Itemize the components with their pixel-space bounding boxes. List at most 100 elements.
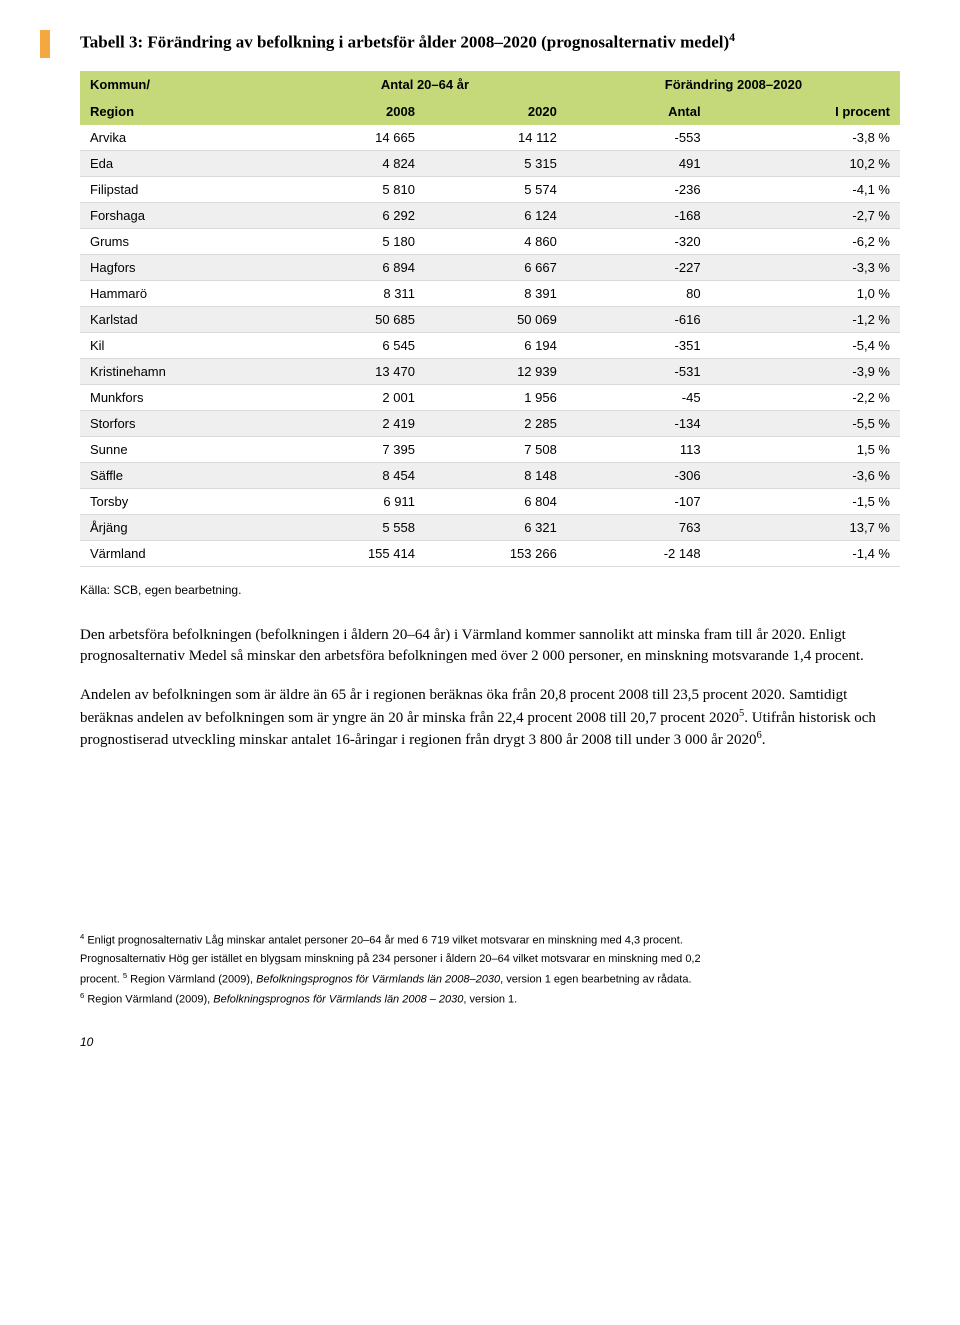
th-2020: 2020: [425, 98, 567, 125]
header-row-2: Region 2008 2020 Antal I procent: [80, 98, 900, 125]
cell-2020: 4 860: [425, 228, 567, 254]
cell-2008: 13 470: [283, 358, 425, 384]
cell-2008: 5 558: [283, 514, 425, 540]
table-row: Hagfors6 8946 667-227-3,3 %: [80, 254, 900, 280]
title-text: Tabell 3: Förändring av befolkning i arb…: [80, 33, 729, 52]
cell-region: Filipstad: [80, 176, 283, 202]
cell-antal: -320: [567, 228, 711, 254]
table-row: Grums5 1804 860-320-6,2 %: [80, 228, 900, 254]
cell-2008: 50 685: [283, 306, 425, 332]
fn5-text-b: , version 1 egen bearbetning av rådata.: [500, 973, 691, 985]
cell-2008: 7 395: [283, 436, 425, 462]
table-row: Hammarö8 3118 391801,0 %: [80, 280, 900, 306]
cell-pct: 1,5 %: [711, 436, 900, 462]
cell-antal: -45: [567, 384, 711, 410]
cell-pct: -2,2 %: [711, 384, 900, 410]
accent-bar: [40, 30, 50, 58]
th-antal-span: Antal 20–64 år: [283, 71, 567, 98]
table-row: Eda4 8245 31549110,2 %: [80, 150, 900, 176]
cell-region: Årjäng: [80, 514, 283, 540]
cell-antal: -236: [567, 176, 711, 202]
cell-2020: 14 112: [425, 125, 567, 151]
cell-pct: -2,7 %: [711, 202, 900, 228]
footnote-4-line3-and-5: procent. 5 Region Värmland (2009), Befol…: [80, 970, 900, 989]
cell-2020: 153 266: [425, 540, 567, 566]
table-row: Kristinehamn13 47012 939-531-3,9 %: [80, 358, 900, 384]
cell-region: Torsby: [80, 488, 283, 514]
cell-2008: 2 001: [283, 384, 425, 410]
cell-pct: -3,8 %: [711, 125, 900, 151]
table-row: Karlstad50 68550 069-616-1,2 %: [80, 306, 900, 332]
p2-part-a: Andelen av befolkningen som är äldre än …: [80, 687, 847, 725]
fn4-text-a: Enligt prognosalternativ Låg minskar ant…: [84, 935, 683, 947]
paragraph-1: Den arbetsföra befolkningen (befolkninge…: [80, 625, 900, 668]
cell-pct: -4,1 %: [711, 176, 900, 202]
cell-2020: 5 574: [425, 176, 567, 202]
footnote-6: 6 Region Värmland (2009), Befolkningspro…: [80, 990, 900, 1009]
cell-2008: 8 454: [283, 462, 425, 488]
table-row: Sunne7 3957 5081131,5 %: [80, 436, 900, 462]
body-text: Den arbetsföra befolkningen (befolkninge…: [80, 625, 900, 751]
cell-region: Munkfors: [80, 384, 283, 410]
cell-antal: -168: [567, 202, 711, 228]
footnote-4-line2: Prognosalternativ Hög ger istället en bl…: [80, 952, 900, 968]
cell-region: Arvika: [80, 125, 283, 151]
cell-2020: 8 391: [425, 280, 567, 306]
table-source: Källa: SCB, egen bearbetning.: [80, 583, 900, 597]
cell-2020: 5 315: [425, 150, 567, 176]
cell-2008: 6 894: [283, 254, 425, 280]
cell-2008: 5 180: [283, 228, 425, 254]
cell-2008: 6 292: [283, 202, 425, 228]
cell-2020: 1 956: [425, 384, 567, 410]
cell-pct: -1,5 %: [711, 488, 900, 514]
th-forandring-span: Förändring 2008–2020: [567, 71, 900, 98]
cell-2020: 6 804: [425, 488, 567, 514]
cell-2020: 6 667: [425, 254, 567, 280]
cell-region: Hagfors: [80, 254, 283, 280]
cell-pct: -5,4 %: [711, 332, 900, 358]
page-number: 10: [80, 1035, 900, 1049]
cell-2008: 5 810: [283, 176, 425, 202]
cell-region: Värmland: [80, 540, 283, 566]
cell-2020: 50 069: [425, 306, 567, 332]
table-row: Forshaga6 2926 124-168-2,7 %: [80, 202, 900, 228]
cell-pct: -3,9 %: [711, 358, 900, 384]
cell-2020: 6 321: [425, 514, 567, 540]
cell-region: Grums: [80, 228, 283, 254]
title-footnote-ref: 4: [729, 30, 735, 44]
cell-pct: -3,3 %: [711, 254, 900, 280]
cell-pct: -5,5 %: [711, 410, 900, 436]
table-row: Storfors2 4192 285-134-5,5 %: [80, 410, 900, 436]
population-table: Kommun/ Antal 20–64 år Förändring 2008–2…: [80, 71, 900, 567]
cell-pct: 13,7 %: [711, 514, 900, 540]
cell-antal: 763: [567, 514, 711, 540]
th-2008: 2008: [283, 98, 425, 125]
th-kommun: Kommun/: [80, 71, 283, 98]
fn5-italic: Befolkningsprognos för Värmlands län 200…: [256, 973, 500, 985]
cell-region: Sunne: [80, 436, 283, 462]
cell-region: Forshaga: [80, 202, 283, 228]
table-row: Torsby6 9116 804-107-1,5 %: [80, 488, 900, 514]
table-title: Tabell 3: Förändring av befolkning i arb…: [80, 30, 900, 53]
footnote-4-line1: 4 Enligt prognosalternativ Låg minskar a…: [80, 931, 900, 950]
cell-2008: 6 911: [283, 488, 425, 514]
table-row: Filipstad5 8105 574-236-4,1 %: [80, 176, 900, 202]
table-row: Säffle8 4548 148-306-3,6 %: [80, 462, 900, 488]
fn6-text-a: Region Värmland (2009),: [84, 994, 213, 1006]
cell-2008: 155 414: [283, 540, 425, 566]
paragraph-2: Andelen av befolkningen som är äldre än …: [80, 685, 900, 751]
cell-2020: 12 939: [425, 358, 567, 384]
cell-2020: 6 124: [425, 202, 567, 228]
table-row: Årjäng5 5586 32176313,7 %: [80, 514, 900, 540]
cell-region: Karlstad: [80, 306, 283, 332]
cell-pct: -6,2 %: [711, 228, 900, 254]
th-region: Region: [80, 98, 283, 125]
cell-region: Storfors: [80, 410, 283, 436]
cell-pct: -3,6 %: [711, 462, 900, 488]
footnotes: 4 Enligt prognosalternativ Låg minskar a…: [80, 931, 900, 1009]
cell-antal: 491: [567, 150, 711, 176]
th-antal: Antal: [567, 98, 711, 125]
cell-antal: -134: [567, 410, 711, 436]
table-row: Kil6 5456 194-351-5,4 %: [80, 332, 900, 358]
cell-2008: 6 545: [283, 332, 425, 358]
